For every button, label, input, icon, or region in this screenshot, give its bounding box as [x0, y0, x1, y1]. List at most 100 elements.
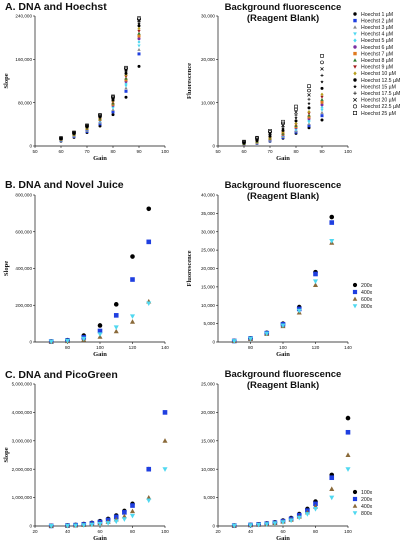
legend-item: 100x — [352, 490, 373, 496]
legend-marker — [353, 12, 357, 16]
data-point — [113, 519, 119, 525]
x-tick-label: 80 — [110, 149, 116, 154]
data-point — [111, 113, 115, 117]
data-point — [137, 47, 141, 51]
y-tick-label: 2,000,000 — [12, 467, 33, 472]
data-point — [320, 67, 324, 71]
data-point — [137, 26, 141, 31]
data-point — [280, 520, 286, 525]
y-tick-label: 0 — [29, 340, 32, 345]
data-point — [320, 60, 324, 65]
y-tick-label: 400,000 — [15, 266, 32, 271]
y-tick-label: 25,000 — [201, 382, 215, 387]
y-tick-label: 5,000 — [204, 321, 216, 326]
data-point — [320, 105, 324, 110]
data-point — [307, 120, 311, 124]
legend-label: Hoechst 25 µM — [361, 111, 396, 117]
legend-marker — [353, 38, 357, 43]
data-point — [307, 112, 311, 116]
data-point — [231, 523, 237, 529]
x-tick-label: 80 — [65, 345, 71, 350]
data-point — [122, 510, 127, 515]
y-tick-label: 1,000,000 — [12, 495, 33, 500]
data-point — [320, 54, 324, 58]
chart-panel-3: B. DNA and Novel Juice 0 200,000 400,000 600… — [3, 179, 169, 358]
legend-item: Hoechst 22.5 µM — [352, 104, 400, 110]
data-point — [345, 429, 351, 435]
chart-title-line: Background fluorescence — [225, 2, 342, 13]
y-tick-label: 10,000 — [201, 100, 215, 105]
data-point — [247, 523, 254, 528]
legend-label: Hoechst 6 µM — [361, 45, 393, 51]
legend-item: Hoechst 2 µM — [353, 18, 393, 24]
legend-label: Hoechst 5 µM — [361, 38, 393, 44]
data-point — [281, 125, 285, 129]
data-point — [281, 126, 285, 131]
data-point — [312, 279, 319, 285]
legend-marker — [352, 104, 357, 109]
series — [231, 415, 351, 528]
y-tick-label: 40,000 — [201, 193, 215, 198]
data-point — [345, 452, 351, 457]
data-point — [288, 518, 294, 524]
series — [59, 52, 141, 143]
data-point — [124, 67, 128, 72]
data-point — [113, 313, 119, 318]
series — [59, 64, 141, 143]
data-point — [264, 331, 270, 337]
y-tick-label: 20,000 — [201, 57, 215, 62]
data-point — [320, 114, 324, 118]
y-tick-label: 10,000 — [201, 303, 215, 308]
series — [48, 438, 168, 528]
data-point — [130, 503, 135, 508]
data-point — [320, 86, 324, 90]
series — [231, 429, 351, 528]
data-point — [111, 110, 115, 114]
legend-item: Hoechst 8 µM — [353, 58, 393, 64]
y-tick-label: 30,000 — [201, 14, 215, 19]
legend-marker — [353, 51, 357, 56]
data-point — [313, 271, 318, 277]
legend-label: 800x — [361, 511, 373, 517]
data-point — [280, 323, 286, 329]
legend-item: Hoechst 17.5 µM — [353, 91, 400, 97]
chart-title-line: (Reagent Blank) — [247, 380, 319, 391]
legend-item: Hoechst 6 µM — [353, 45, 393, 51]
legend-label: 800x — [361, 304, 373, 310]
legend-item: 200x — [352, 283, 373, 289]
x-tick-label: 80 — [130, 529, 136, 534]
data-point — [124, 65, 128, 70]
y-tick-label: 200,000 — [15, 303, 32, 308]
x-tick-label: 100 — [279, 345, 287, 350]
legend-marker — [353, 32, 357, 36]
data-point — [81, 523, 87, 528]
chart-panel-5: C. DNA and PicoGreen 0 1,000,000 2,000,000 3… — [3, 369, 169, 542]
data-point — [137, 52, 141, 56]
data-point — [130, 277, 135, 282]
legend-item: 800x — [352, 511, 373, 517]
legend-item: 400x — [352, 290, 373, 296]
legend-label: 100x — [361, 490, 373, 496]
data-point — [64, 523, 71, 529]
y-tick-label: 15,000 — [201, 284, 215, 289]
legend-label: 200x — [361, 283, 373, 289]
legend-item: Hoechst 10 µM — [353, 71, 396, 77]
y-tick-label: 80,000 — [18, 100, 32, 105]
legend-item: 600x — [352, 296, 373, 303]
chart-panel-6: Background fluorescence(Reagent Blank) 0 5… — [201, 369, 373, 542]
y-tick-label: 0 — [212, 144, 215, 149]
x-tick-label: 60 — [241, 149, 247, 154]
x-axis-label: Gain — [93, 535, 107, 542]
legend-item: 200x — [352, 497, 373, 503]
data-point — [320, 110, 324, 114]
y-tick-label: 30,000 — [201, 229, 215, 234]
data-point — [97, 332, 103, 337]
x-tick-label: 20 — [215, 529, 221, 534]
y-tick-label: 0 — [29, 144, 32, 149]
data-point — [113, 302, 119, 307]
data-point — [329, 486, 335, 492]
series — [59, 47, 141, 142]
